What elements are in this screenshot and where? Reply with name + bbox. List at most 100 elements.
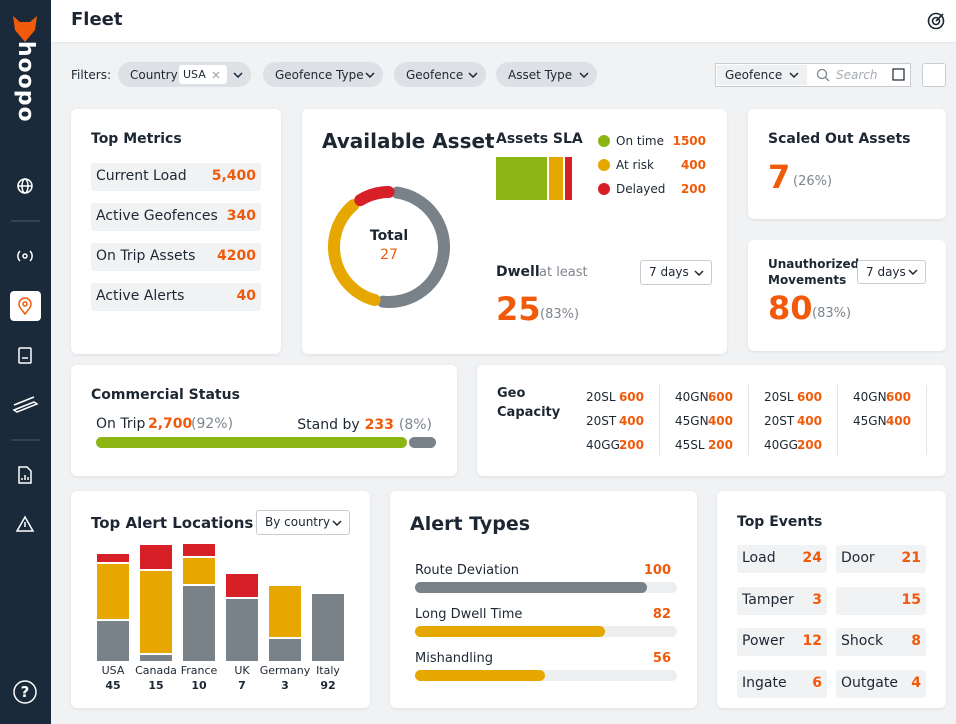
dropdown-label: 7 days xyxy=(866,264,906,279)
search-icon-handle xyxy=(825,77,830,82)
event-label: Shock xyxy=(841,633,884,650)
search-icon xyxy=(816,68,828,80)
dwell-qualifier: at least xyxy=(539,264,588,280)
card-title: Alert Types xyxy=(410,513,531,536)
chevron xyxy=(694,269,704,276)
legend-dot xyxy=(598,159,610,171)
clear-x xyxy=(212,71,220,79)
card xyxy=(71,365,457,476)
geo-value: 400 xyxy=(885,413,911,428)
help: ? xyxy=(20,682,30,701)
location-label: Canada xyxy=(135,664,177,678)
event-value: 12 xyxy=(802,633,822,650)
stack-segment xyxy=(97,621,129,661)
chevron xyxy=(579,72,589,78)
event-cell xyxy=(737,669,827,698)
status-label: On Trip xyxy=(96,416,146,433)
alert-type-label: Long Dwell Time xyxy=(415,606,523,622)
stack-segment xyxy=(312,594,344,661)
signal-icon[interactable] xyxy=(22,253,28,259)
chevron-path xyxy=(694,269,704,276)
card-title: Unauthorized Movements xyxy=(768,257,860,287)
legend-value: 200 xyxy=(680,181,706,196)
metric-label: On Trip Assets xyxy=(96,248,196,265)
alert-type-value: 82 xyxy=(652,606,671,622)
target-icon[interactable] xyxy=(926,11,946,31)
dropdown-label: 7 days xyxy=(649,265,689,279)
alert-type-bar xyxy=(415,582,647,593)
location-label: Italy xyxy=(316,664,340,678)
dropdown-label: By country xyxy=(265,515,331,529)
card-title: Geo Capacity xyxy=(497,386,561,420)
donut-total: 27 xyxy=(380,247,398,264)
stack-segment xyxy=(226,599,258,661)
scaled-value: 7 xyxy=(768,158,791,196)
stack-segment xyxy=(183,558,215,584)
metric-value: 5,400 xyxy=(211,168,256,185)
column-divider xyxy=(837,385,838,455)
geo-value: 600 xyxy=(707,389,733,404)
card xyxy=(477,365,946,476)
metric-label: Active Alerts xyxy=(96,288,185,305)
location-count: 92 xyxy=(320,679,336,693)
card-title: Top Alert Locations xyxy=(91,513,254,532)
alert-type-value: 100 xyxy=(643,562,671,578)
geo-code: 20ST xyxy=(586,413,617,428)
event-label: Load xyxy=(742,550,776,567)
stack-segment xyxy=(269,639,301,661)
event-label: Outgate xyxy=(841,674,898,691)
geo-code: 40GN xyxy=(853,389,887,404)
card-title: Top Metrics xyxy=(91,131,182,148)
event-value: 15 xyxy=(901,591,921,608)
card-title: Top Events xyxy=(737,514,823,531)
chip-clear[interactable] xyxy=(212,71,220,79)
file-icon[interactable] xyxy=(18,466,32,484)
chevron xyxy=(908,269,918,275)
stack-segment xyxy=(183,544,215,556)
card-title: Commercial Status xyxy=(91,387,240,404)
alert-icon[interactable] xyxy=(15,515,35,532)
stack-segment xyxy=(97,564,129,619)
chip-value-box xyxy=(179,65,227,84)
event-value: 4 xyxy=(911,674,921,691)
filter-chip[interactable] xyxy=(496,62,597,87)
scaled-percent: (26%) xyxy=(793,173,833,189)
unauth-value: 80 xyxy=(768,289,813,327)
report-icon[interactable] xyxy=(18,347,32,364)
geo-code: 20SL xyxy=(586,389,616,404)
metric-row xyxy=(91,283,261,311)
event-value: 21 xyxy=(901,550,921,567)
location-count: 10 xyxy=(191,679,207,693)
legend-label: At risk xyxy=(616,157,654,172)
legend-value: 400 xyxy=(680,157,706,172)
event-label: Door xyxy=(841,550,875,567)
event-cell xyxy=(836,669,926,698)
event-cell xyxy=(737,628,827,656)
metric-value: 4200 xyxy=(217,248,256,265)
list-icon xyxy=(892,68,905,81)
alert-type-value: 56 xyxy=(652,650,671,666)
metric-label: Current Load xyxy=(96,168,187,185)
help-icon[interactable] xyxy=(13,680,37,704)
location-count: 15 xyxy=(148,679,164,693)
card-title: Available Asset xyxy=(322,128,495,153)
chevron-path xyxy=(233,72,243,78)
dwell-percent: (83%) xyxy=(540,306,580,322)
status-bar xyxy=(96,437,408,448)
card-title: Scaled Out Assets xyxy=(768,131,911,148)
geo-value: 400 xyxy=(796,413,822,428)
geo-code: 40GG xyxy=(764,437,798,452)
chevron xyxy=(468,72,478,78)
chevron-path xyxy=(332,519,342,526)
brand: hoopo xyxy=(12,41,38,123)
donut-segment xyxy=(377,186,450,308)
select-box[interactable] xyxy=(717,65,807,85)
route-icon[interactable] xyxy=(12,396,39,413)
geo-code: 20ST xyxy=(764,413,795,428)
filter-chip[interactable] xyxy=(263,62,383,87)
sidebar-icons xyxy=(10,16,41,704)
geo-code: 45GN xyxy=(675,413,709,428)
menu-button[interactable] xyxy=(922,63,946,87)
metric-row xyxy=(91,243,261,271)
location-label: USA xyxy=(101,664,125,678)
